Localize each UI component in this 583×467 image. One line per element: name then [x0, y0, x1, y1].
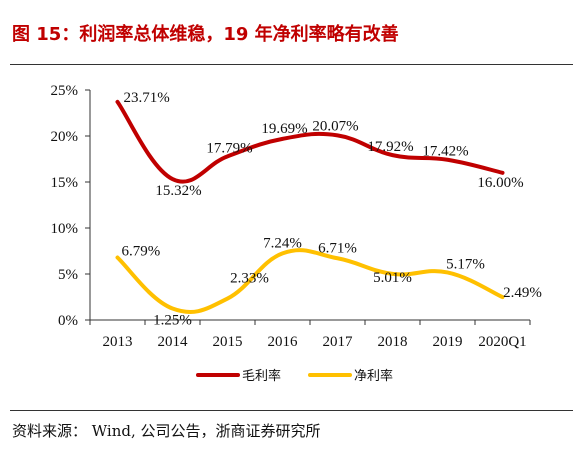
- data-label: 19.69%: [261, 121, 307, 137]
- figure-title: 图 15：利润率总体维稳，19 年净利率略有改善: [12, 24, 399, 45]
- y-tick-label: 10%: [51, 221, 79, 237]
- y-tick-label: 20%: [51, 129, 79, 145]
- source-note: 资料来源： Wind, 公司公告，浙商证券研究所: [12, 422, 321, 440]
- bottom-rule: [10, 410, 573, 411]
- x-tick-label: 2015: [213, 334, 243, 350]
- data-label-layer: 23.71% 15.32% 17.79% 19.69% 20.07% 17.92% 17.4…: [122, 90, 542, 329]
- chart-legend: 毛利率 净利率: [196, 368, 393, 384]
- data-label: 20.07%: [312, 118, 358, 134]
- series-line-1: [115, 99, 505, 184]
- data-label: 17.92%: [367, 139, 413, 155]
- y-tick-label: 5%: [58, 267, 78, 283]
- series-layer: [115, 99, 505, 314]
- chart-axes: 0% 5% 10% 15% 20% 25% 2013 2014 2015 2016 2017 2018…: [51, 83, 531, 350]
- data-label: 7.24%: [263, 235, 302, 251]
- x-tick-label: 2019: [433, 334, 463, 350]
- data-label: 23.71%: [124, 90, 170, 106]
- data-label: 6.79%: [122, 244, 161, 260]
- data-label: 2.33%: [230, 271, 269, 287]
- data-label: 2.49%: [503, 285, 542, 301]
- data-label: 5.17%: [446, 256, 485, 272]
- legend-label-2: 净利率: [354, 368, 393, 384]
- x-tick-label: 2018: [378, 334, 408, 350]
- data-label: 5.01%: [373, 270, 412, 286]
- x-tick-label: 2013: [103, 334, 133, 350]
- x-tick-label: 2017: [323, 334, 354, 350]
- y-tick-label: 15%: [51, 175, 79, 191]
- legend-label-1: 毛利率: [242, 368, 281, 384]
- data-label: 17.79%: [206, 140, 252, 156]
- y-tick-label: 25%: [51, 83, 79, 99]
- x-tick-label: 2016: [268, 334, 299, 350]
- data-label: 15.32%: [155, 183, 201, 199]
- x-tick-label: 2014: [158, 334, 189, 350]
- data-label: 6.71%: [318, 240, 357, 256]
- data-label: 1.25%: [153, 313, 192, 329]
- x-tick-label: 2020Q1: [478, 334, 526, 350]
- data-label: 17.42%: [422, 144, 468, 160]
- series-line-2: [115, 248, 505, 314]
- y-tick-label: 0%: [58, 313, 78, 329]
- data-label: 16.00%: [477, 175, 523, 191]
- top-rule: [10, 64, 573, 65]
